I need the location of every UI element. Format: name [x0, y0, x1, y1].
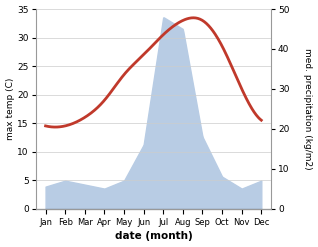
Y-axis label: med. precipitation (kg/m2): med. precipitation (kg/m2)	[303, 48, 313, 170]
Y-axis label: max temp (C): max temp (C)	[5, 78, 15, 140]
X-axis label: date (month): date (month)	[114, 231, 192, 242]
